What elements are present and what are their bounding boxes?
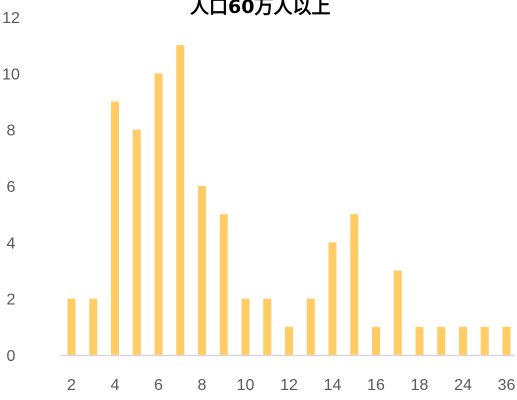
bar-9	[219, 214, 228, 355]
bar-20	[437, 326, 446, 355]
bar-8	[198, 186, 206, 355]
bar-18	[415, 326, 424, 355]
bar-16	[372, 326, 380, 355]
y-tick-label: 6	[7, 179, 16, 196]
y-tick-label: 0	[7, 348, 16, 365]
bar-14	[328, 242, 337, 355]
x-tick-label: 16	[367, 377, 385, 394]
bar-36	[502, 326, 511, 355]
bar-24	[459, 326, 467, 355]
chart-title: 人口60万人以上	[190, 0, 331, 18]
y-tick-label: 12	[2, 10, 20, 27]
x-tick-label: 10	[237, 377, 255, 394]
x-tick-label: 24	[454, 377, 472, 394]
x-tick-label: 8	[198, 377, 207, 394]
y-tick-label: 8	[7, 123, 16, 140]
x-tick-label: 12	[280, 377, 298, 394]
x-tick-label: 6	[154, 377, 163, 394]
bar-6	[154, 73, 163, 355]
bar-4	[111, 101, 119, 355]
x-tick-label: 36	[498, 377, 516, 394]
x-tick-label: 18	[411, 377, 429, 394]
bar-15	[350, 214, 359, 355]
bar-13	[306, 298, 315, 355]
bar-10	[241, 298, 250, 355]
x-tick-label: 14	[324, 377, 342, 394]
bar-7	[176, 45, 185, 356]
bar-11	[263, 298, 272, 355]
bar-17	[393, 270, 402, 355]
bar-30	[480, 326, 489, 355]
bar-3	[89, 298, 98, 355]
x-tick-label: 4	[111, 377, 120, 394]
bar-12	[285, 326, 293, 355]
x-tick-label: 2	[67, 377, 76, 394]
y-tick-label: 4	[7, 235, 16, 252]
y-tick-label: 10	[2, 66, 20, 83]
bar-5	[132, 129, 141, 355]
bar-2	[67, 298, 76, 355]
y-tick-label: 2	[7, 292, 16, 309]
